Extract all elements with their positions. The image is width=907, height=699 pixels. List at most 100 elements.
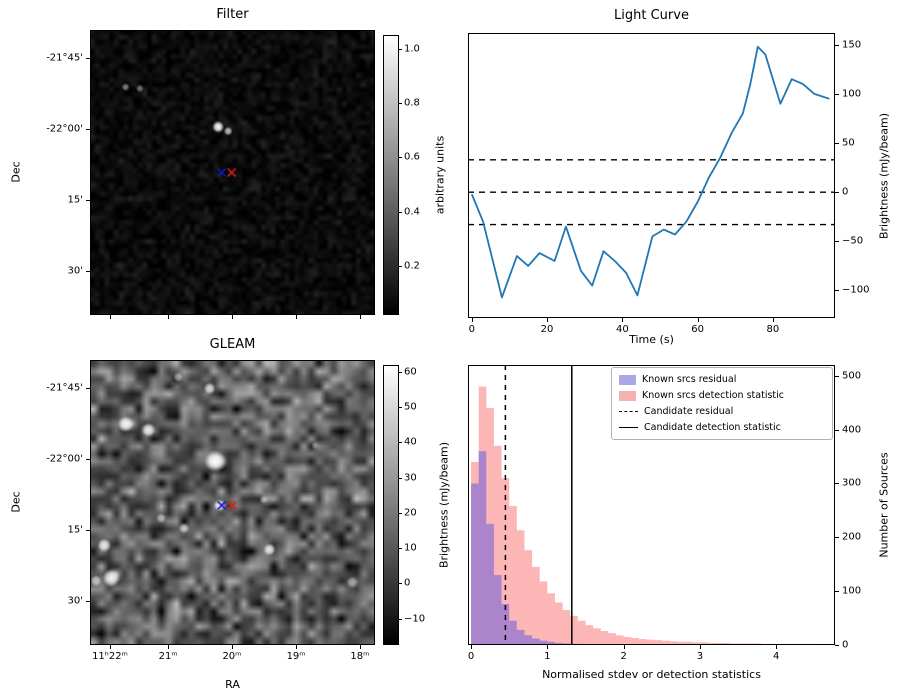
gleam-colorbar-tick-label: 50	[404, 401, 417, 413]
dec-tick-label: 15'	[67, 194, 83, 206]
ra-tick-mark	[168, 645, 170, 649]
sources-tick-label: 400	[842, 424, 862, 436]
ra-tick-mark	[231, 645, 233, 649]
time-tick-mark	[697, 318, 699, 322]
time-tick-mark	[622, 318, 624, 322]
filter-colorbar-tick-mark	[399, 157, 402, 159]
dec-tick-label: -22°00'	[46, 453, 83, 465]
legend-label-candidate-detection: Candidate detection statistic	[644, 422, 781, 433]
brightness-tick-label: 150	[842, 39, 862, 51]
brightness-tick-mark	[835, 93, 839, 95]
gleam-colorbar	[383, 365, 399, 645]
legend-swatch-known-detection	[619, 390, 636, 401]
brightness-tick-mark	[835, 290, 839, 292]
stdev-tick-mark	[623, 645, 625, 649]
gleam-colorbar-tick-mark	[399, 512, 402, 514]
legend-row: Candidate residual	[619, 405, 825, 418]
brightness-tick-label: 50	[842, 137, 855, 149]
time-tick-label: 80	[766, 324, 780, 335]
brightness-tick-label: −100	[842, 284, 870, 296]
gleam-colorbar-tick-mark	[399, 618, 402, 620]
light-curve-xlabel: Time (s)	[629, 333, 674, 346]
gleam-colorbar-tick-mark	[399, 407, 402, 409]
dec-tick-mark	[86, 458, 90, 460]
gleam-image	[90, 360, 375, 645]
stdev-tick-mark	[471, 645, 473, 649]
time-tick-label: 60	[691, 324, 704, 335]
brightness-tick-mark	[835, 241, 839, 243]
legend-row: Known srcs detection statistic	[619, 389, 825, 402]
legend-row: Known srcs residual	[619, 373, 825, 386]
filter-colorbar-tick-mark	[399, 48, 402, 50]
legend-label-known-detection: Known srcs detection statistic	[642, 390, 784, 401]
legend-row: Candidate detection statistic	[619, 421, 825, 434]
ra-tick-label: 21ᵐ	[158, 651, 178, 662]
sources-tick-label: 300	[842, 477, 862, 489]
dec-tick-label: 30'	[67, 595, 83, 607]
dec-tick-mark	[86, 57, 90, 59]
filter-colorbar-tick-mark	[399, 211, 402, 213]
sources-tick-mark	[835, 591, 839, 593]
sources-tick-label: 500	[842, 370, 862, 382]
gleam-title: GLEAM	[209, 337, 256, 352]
gleam-colorbar-tick-label: 40	[404, 436, 417, 448]
sources-tick-mark	[835, 375, 839, 377]
filter-colorbar-tick-label: 0.4	[404, 206, 420, 218]
filter-image	[90, 30, 375, 315]
gleam-colorbar-label: Brightness (mJy/beam)	[437, 441, 451, 569]
legend-line-candidate-detection	[619, 427, 638, 428]
filter-colorbar	[383, 35, 399, 315]
filter-colorbar-tick-label: 1.0	[404, 43, 420, 55]
brightness-tick-mark	[835, 44, 839, 46]
ra-tick-mark	[109, 315, 111, 319]
dec-tick-mark	[86, 529, 90, 531]
stdev-tick-mark	[776, 645, 778, 649]
time-tick-label: 20	[540, 324, 554, 335]
ra-tick-mark	[168, 315, 170, 319]
filter-colorbar-tick-label: 0.6	[404, 151, 420, 163]
histogram-xlabel: Normalised stdev or detection statistics	[542, 668, 761, 681]
filter-colorbar-label: arbitrary units	[433, 135, 447, 215]
dec-tick-label: -22°00'	[46, 123, 83, 135]
stdev-tick-mark	[547, 645, 549, 649]
ra-tick-mark	[109, 645, 111, 649]
histogram-plot	[471, 365, 838, 645]
brightness-tick-label: 100	[842, 88, 862, 100]
ra-tick-mark	[296, 645, 298, 649]
filter-title: Filter	[216, 7, 249, 22]
stdev-tick-label: 3	[696, 651, 704, 662]
ra-tick-label: 19ᵐ	[286, 651, 306, 662]
gleam-xlabel: RA	[225, 678, 240, 691]
histogram-ylabel: Number of Sources	[877, 452, 891, 558]
dec-tick-mark	[86, 199, 90, 201]
sources-tick-label: 0	[842, 639, 849, 651]
legend-label-known-residual: Known srcs residual	[642, 374, 737, 385]
time-tick-mark	[471, 318, 473, 322]
stdev-tick-mark	[699, 645, 701, 649]
gleam-colorbar-tick-mark	[399, 372, 402, 374]
gleam-colorbar-tick-label: 0	[404, 577, 411, 589]
ra-tick-label: 18ᵐ	[350, 651, 370, 662]
sources-tick-mark	[835, 483, 839, 485]
stdev-tick-label: 4	[773, 651, 780, 662]
legend-swatch-known-residual	[619, 374, 636, 385]
filter-colorbar-tick-mark	[399, 102, 402, 104]
gleam-colorbar-tick-label: 20	[404, 507, 417, 519]
gleam-colorbar-tick-label: 30	[404, 472, 417, 484]
gleam-colorbar-tick-label: 10	[404, 542, 417, 554]
filter-colorbar-tick-label: 0.2	[404, 260, 420, 272]
stdev-tick-label: 0	[467, 651, 475, 662]
brightness-tick-mark	[835, 143, 839, 145]
sources-tick-mark	[835, 537, 839, 539]
sources-tick-label: 200	[842, 531, 862, 543]
light-curve-title: Light Curve	[614, 8, 689, 23]
legend-line-candidate-residual	[619, 411, 638, 412]
dec-tick-label: -21°45'	[46, 382, 83, 394]
stdev-tick-label: 1	[544, 651, 551, 662]
gleam-colorbar-tick-label: 60	[404, 366, 417, 378]
dec-tick-label: 15'	[67, 524, 83, 536]
ra-tick-label: 20ᵐ	[222, 651, 242, 662]
time-tick-label: 40	[615, 324, 629, 335]
dec-tick-label: 30'	[67, 265, 83, 277]
